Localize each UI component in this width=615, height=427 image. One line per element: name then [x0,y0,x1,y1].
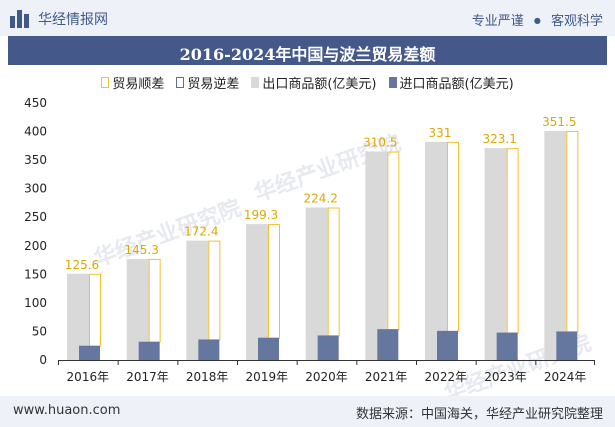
top-bar: 华经情报网 专业严谨 ● 客观科学 [0,0,615,36]
x-tick-label: 2017年 [126,370,169,384]
y-tick-label: 350 [24,153,47,167]
footer-url-link[interactable]: www.huaon.com [13,403,121,418]
surplus-bar [208,240,221,341]
surplus-bar [148,258,161,343]
x-tick-label: 2020年 [305,370,348,384]
surplus-bar [387,151,400,331]
import-bar [377,329,399,360]
surplus-bar [268,224,280,339]
surplus-bar [89,273,101,347]
legend-item-surplus: 贸易顺差 [101,73,164,92]
surplus-data-label: 331 [429,126,452,140]
y-tick-label: 450 [24,96,47,110]
y-tick-label: 250 [24,210,47,224]
surplus-bar [447,141,459,332]
legend-item-import: 进口商品额(亿美元) [388,73,514,92]
x-tick-label: 2016年 [67,370,110,384]
export-bar [544,130,567,360]
legend-label-export: 出口商品额(亿美元) [262,77,377,92]
import-bar [437,330,458,360]
import-bar [138,341,160,360]
data-source: 数据来源：中国海关，华经产业研究院整理 [355,407,603,422]
import-bar [258,337,279,360]
chart-title: 2016-2024年中国与波兰贸易差额 [179,45,436,64]
tagline: 专业严谨 ● 客观科学 [472,10,603,29]
import-bar [556,331,578,360]
legend-item-deficit: 贸易逆差 [176,73,239,92]
export-bar [246,224,268,360]
export-bar [365,151,388,360]
export-bar [126,258,149,360]
y-tick-label: 150 [24,267,47,281]
surplus-data-label: 125.6 [65,258,99,272]
footer-bar: www.huaon.com 数据来源：中国海关，华经产业研究院整理 [0,396,615,427]
surplus-data-label: 199.3 [244,208,278,222]
legend-label-import: 进口商品额(亿美元) [399,77,514,92]
legend-item-export: 出口商品额(亿美元) [251,73,377,92]
brand-logo[interactable]: 华经情报网 [10,9,108,29]
import-bar [79,345,100,360]
legend-swatch-deficit [176,77,185,88]
tagline-left: 专业严谨 [471,14,524,29]
y-tick-label: 50 [32,324,47,338]
chart-legend: 贸易顺差 贸易逆差 出口商品额(亿美元) 进口商品额(亿美元) [0,73,615,92]
x-tick-label: 2024年 [544,370,587,384]
watermark-text-0: 华经产业研究院 [91,195,245,272]
y-tick-label: 300 [24,182,47,196]
export-bar [67,273,89,360]
brand-name: 华经情报网 [38,12,108,28]
export-bar [305,207,328,360]
surplus-bar [327,207,340,337]
legend-swatch-export [251,77,260,88]
legend-swatch-import [388,77,397,88]
y-tick-label: 100 [24,296,47,310]
x-tick-label: 2018年 [186,370,229,384]
title-bar: 2016-2024年中国与波兰贸易差额 [8,36,607,65]
surplus-data-label: 145.3 [124,243,158,257]
import-bar [496,332,518,360]
x-tick-label: 2021年 [365,370,408,384]
y-tick-label: 0 [39,353,47,367]
export-bar [186,240,209,360]
surplus-data-label: 172.4 [184,225,218,239]
legend-label-surplus: 贸易顺差 [112,77,165,92]
import-bar [317,335,339,360]
surplus-data-label: 323.1 [482,132,516,146]
surplus-bar [506,148,519,334]
y-tick-label: 200 [24,239,47,253]
surplus-data-label: 310.5 [363,136,397,150]
x-tick-label: 2023年 [484,370,527,384]
export-bar [484,148,507,360]
x-tick-label: 2019年 [246,370,289,384]
surplus-data-label: 224.2 [303,192,337,206]
logo-bars-icon [10,10,32,28]
import-bar [198,339,220,360]
legend-label-deficit: 贸易逆差 [187,77,240,92]
tagline-right: 客观科学 [550,14,603,29]
tagline-separator: ● [533,16,541,25]
y-tick-label: 400 [24,125,47,139]
legend-swatch-surplus [101,77,110,88]
surplus-bar [566,130,579,333]
surplus-data-label: 351.5 [542,115,576,129]
bar-chart: 华经产业研究院华经产业研究院华经产业研究院0501001502002503003… [24,96,595,396]
x-tick-label: 2022年 [425,370,468,384]
export-bar [425,141,447,360]
